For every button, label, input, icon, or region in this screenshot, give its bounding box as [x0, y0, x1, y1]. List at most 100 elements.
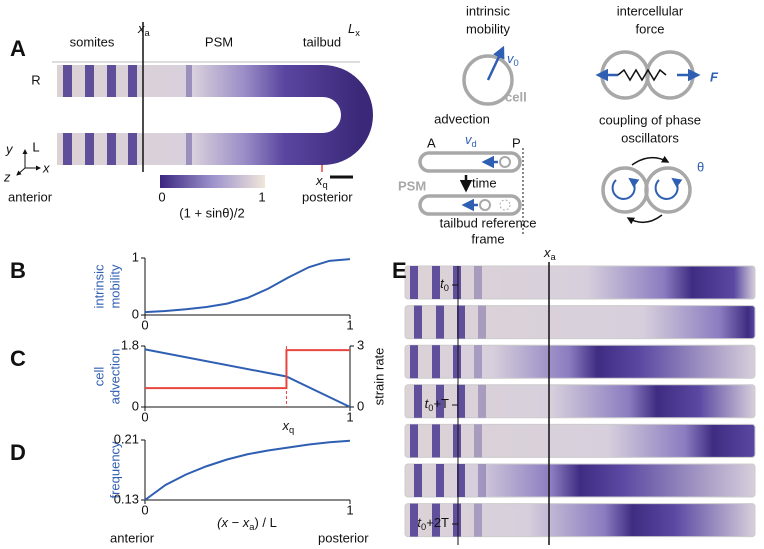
- time-label: time: [472, 175, 497, 190]
- data-line: [144, 439, 351, 501]
- y2-tick-label: 0: [357, 398, 364, 413]
- x-end-label: anterior: [110, 530, 155, 545]
- panel-label: A: [10, 36, 26, 61]
- xa-label-sub: a: [551, 252, 557, 262]
- somite-band: [453, 503, 461, 537]
- tissue-strip: [404, 423, 756, 458]
- tissue-strip: [404, 344, 756, 379]
- frame-label: frame: [471, 231, 504, 246]
- y-axis-label: cell: [91, 367, 106, 387]
- xa-label: xa: [543, 245, 557, 262]
- data-line: [145, 349, 350, 390]
- xa-label: xa: [137, 21, 151, 38]
- posterior-label: posterior: [302, 189, 353, 204]
- somite-band: [410, 424, 418, 458]
- time-label-main: t: [425, 396, 430, 411]
- somite-band: [478, 384, 486, 418]
- velocity-label-main: v: [507, 51, 515, 66]
- y2-axis-label: strain rate: [371, 348, 386, 406]
- axis-label: z: [3, 169, 11, 184]
- somite-band: [410, 345, 418, 379]
- panel-label: D: [10, 440, 26, 465]
- axis-label: y: [5, 141, 14, 156]
- xa-label-main: x: [137, 21, 145, 36]
- x-tick-label: 1: [346, 409, 353, 424]
- somite-band: [453, 266, 461, 299]
- lx-label-main: L: [348, 21, 355, 36]
- x-axis-label-sub: a: [249, 522, 255, 532]
- somite-band: [410, 266, 418, 299]
- side-label: L: [32, 139, 39, 154]
- somite-band: [432, 266, 440, 299]
- cell-label: cell: [505, 89, 527, 104]
- tissue: [16, 22, 373, 188]
- somite-band: [432, 424, 440, 458]
- panel-e-strips: [404, 265, 756, 538]
- time-label-main: t: [440, 276, 445, 291]
- somite-band: [414, 305, 422, 339]
- velocity-label: vd: [465, 132, 477, 149]
- colorbar-label: (1 + sinθ)/2: [179, 205, 244, 220]
- schematic-title: oscillators: [621, 130, 679, 145]
- somite-band: [414, 464, 422, 497]
- time-label-post: +T: [433, 396, 449, 411]
- y-axis-label: intrinsic: [91, 264, 106, 309]
- schematic-arrows: [459, 45, 701, 236]
- xq-label: xq: [315, 173, 328, 190]
- somite-band: [474, 503, 482, 537]
- a-label: A: [427, 135, 436, 150]
- lx-label-sub: x: [355, 28, 360, 38]
- x-tick-label: 0: [141, 502, 148, 517]
- theta-label: θ: [697, 159, 704, 174]
- region-psm: PSM: [205, 34, 233, 49]
- somite-band: [474, 266, 482, 299]
- panel-label: E: [392, 258, 407, 283]
- y-axis-label: mobility: [107, 264, 122, 309]
- lx-label: Lx: [348, 21, 360, 38]
- time-label-post: +2T: [426, 515, 449, 530]
- y-tick-label: 0.21: [114, 431, 139, 446]
- schematic-title: advection: [434, 111, 490, 126]
- y-tick-label: 0: [132, 306, 139, 321]
- schematic-title: intercellular: [617, 3, 684, 18]
- velocity-label: v0: [507, 51, 519, 68]
- tissue-strip: [404, 463, 756, 498]
- velocity-label-sub: 0: [514, 58, 519, 68]
- panel-label: B: [10, 258, 26, 283]
- time-label: t0: [440, 276, 449, 293]
- xa-label-main: x: [543, 245, 551, 260]
- xa-label-sub: a: [145, 28, 151, 38]
- schematic-title: intrinsic: [466, 3, 511, 18]
- tissue-strip: [404, 384, 756, 419]
- marker-label-main: x: [281, 418, 289, 433]
- x-tick-label: 0: [141, 317, 148, 332]
- x-axis-label: (x − xa) / L: [217, 515, 277, 532]
- tissue-strip: [404, 305, 756, 340]
- xq-label-sub: q: [323, 180, 328, 190]
- somite-band: [453, 424, 461, 458]
- axis-label: x: [42, 160, 50, 175]
- colorbar-tick: 0: [158, 189, 165, 204]
- y-tick-label: 1.8: [121, 337, 139, 352]
- anterior-label: anterior: [8, 189, 53, 204]
- schematic-title: mobility: [466, 21, 511, 36]
- somite-band: [414, 384, 422, 418]
- x-end-label: posterior: [318, 530, 369, 545]
- somite-band: [453, 345, 461, 379]
- time-label-sub: 0: [444, 283, 449, 293]
- x-axis-label-post: ) / L: [254, 515, 276, 530]
- marker-label-sub: q: [289, 425, 294, 435]
- time-label: t0+T: [425, 396, 449, 413]
- p-label: P: [512, 135, 521, 150]
- somite-band: [478, 305, 486, 339]
- colorbar-tick: 1: [258, 189, 265, 204]
- y-tick-label: 0: [132, 398, 139, 413]
- region-tailbud: tailbud: [303, 34, 341, 49]
- somite-band: [436, 464, 444, 497]
- panel-label: C: [10, 346, 26, 371]
- data-line: [144, 258, 351, 314]
- velocity-label-main: v: [465, 132, 473, 147]
- side-label: R: [31, 72, 40, 87]
- time-label-sub: 0: [428, 403, 433, 413]
